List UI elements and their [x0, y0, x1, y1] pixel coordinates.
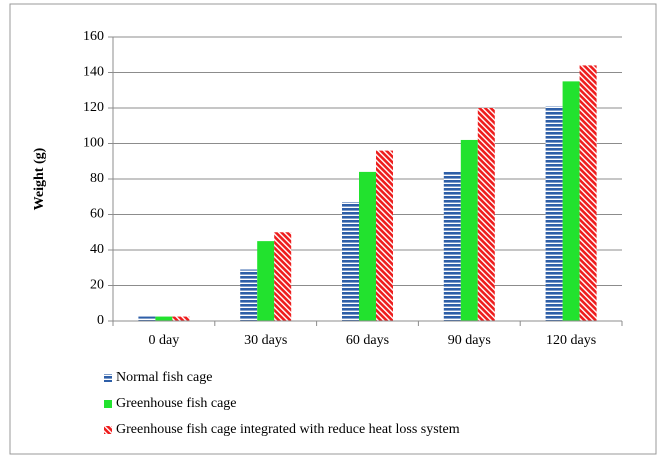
legend-swatch: [104, 426, 112, 434]
legend-swatch: [104, 374, 112, 382]
bar: [562, 81, 580, 321]
y-tick-label: 0: [97, 313, 104, 328]
y-tick-label: 140: [83, 65, 104, 80]
bar: [155, 316, 173, 321]
x-tick-label: 90 days: [448, 333, 491, 348]
y-tick-label: 60: [90, 207, 104, 222]
bar: [477, 108, 495, 321]
y-tick-label: 80: [90, 171, 104, 186]
legend-label: Normal fish cage: [116, 370, 212, 385]
legend-swatch: [104, 400, 112, 408]
y-tick-label: 120: [83, 100, 104, 115]
bar: [342, 202, 359, 321]
y-tick-label: 20: [90, 278, 104, 293]
bar: [460, 139, 478, 321]
legend-label: Greenhouse fish cage integrated with red…: [116, 422, 460, 437]
bar: [376, 150, 393, 321]
x-tick-label: 30 days: [244, 333, 287, 348]
y-tick-label: 160: [83, 29, 104, 44]
bar: [240, 269, 258, 321]
bar: [138, 316, 156, 321]
bar: [359, 171, 376, 321]
y-axis-label: Weight (g): [32, 147, 47, 210]
x-tick-label: 0 day: [149, 333, 180, 348]
bar: [443, 171, 461, 321]
y-tick-label: 100: [83, 136, 104, 151]
bar: [172, 316, 190, 321]
bar: [579, 65, 597, 322]
x-tick-label: 120 days: [546, 333, 596, 348]
x-tick-label: 60 days: [346, 333, 389, 348]
bar: [257, 241, 275, 321]
bar: [545, 106, 563, 321]
legend-label: Greenhouse fish cage: [116, 396, 237, 411]
y-tick-label: 40: [90, 242, 104, 257]
bar: [274, 232, 292, 321]
